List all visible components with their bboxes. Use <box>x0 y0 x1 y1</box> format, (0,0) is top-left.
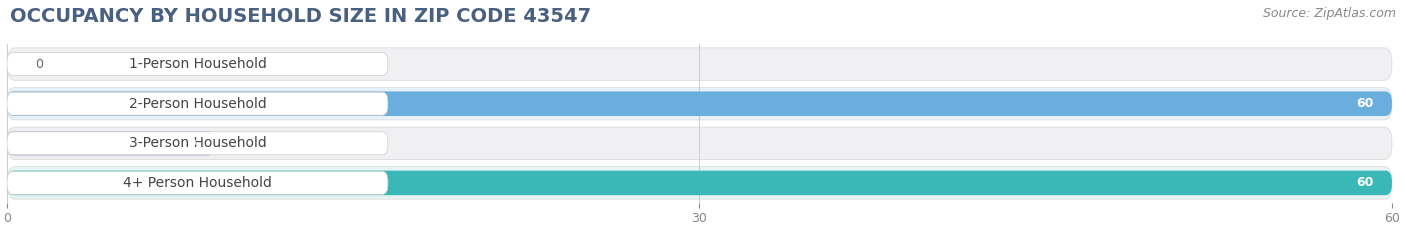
FancyBboxPatch shape <box>7 171 388 194</box>
Text: 3-Person Household: 3-Person Household <box>128 136 266 150</box>
FancyBboxPatch shape <box>7 91 1392 116</box>
Text: 9: 9 <box>187 137 197 150</box>
FancyBboxPatch shape <box>7 53 388 75</box>
Text: OCCUPANCY BY HOUSEHOLD SIZE IN ZIP CODE 43547: OCCUPANCY BY HOUSEHOLD SIZE IN ZIP CODE … <box>10 7 591 26</box>
FancyBboxPatch shape <box>7 48 1392 80</box>
Text: 0: 0 <box>35 58 42 71</box>
FancyBboxPatch shape <box>7 92 388 115</box>
FancyBboxPatch shape <box>7 132 388 155</box>
Text: 60: 60 <box>1357 176 1374 189</box>
Text: Source: ZipAtlas.com: Source: ZipAtlas.com <box>1263 7 1396 20</box>
FancyBboxPatch shape <box>7 87 1392 120</box>
FancyBboxPatch shape <box>7 167 1392 199</box>
Text: 2-Person Household: 2-Person Household <box>128 97 266 111</box>
Text: 60: 60 <box>1357 97 1374 110</box>
FancyBboxPatch shape <box>7 171 1392 195</box>
Text: 4+ Person Household: 4+ Person Household <box>122 176 271 190</box>
FancyBboxPatch shape <box>7 127 1392 160</box>
Text: 1-Person Household: 1-Person Household <box>128 57 266 71</box>
FancyBboxPatch shape <box>7 131 215 156</box>
